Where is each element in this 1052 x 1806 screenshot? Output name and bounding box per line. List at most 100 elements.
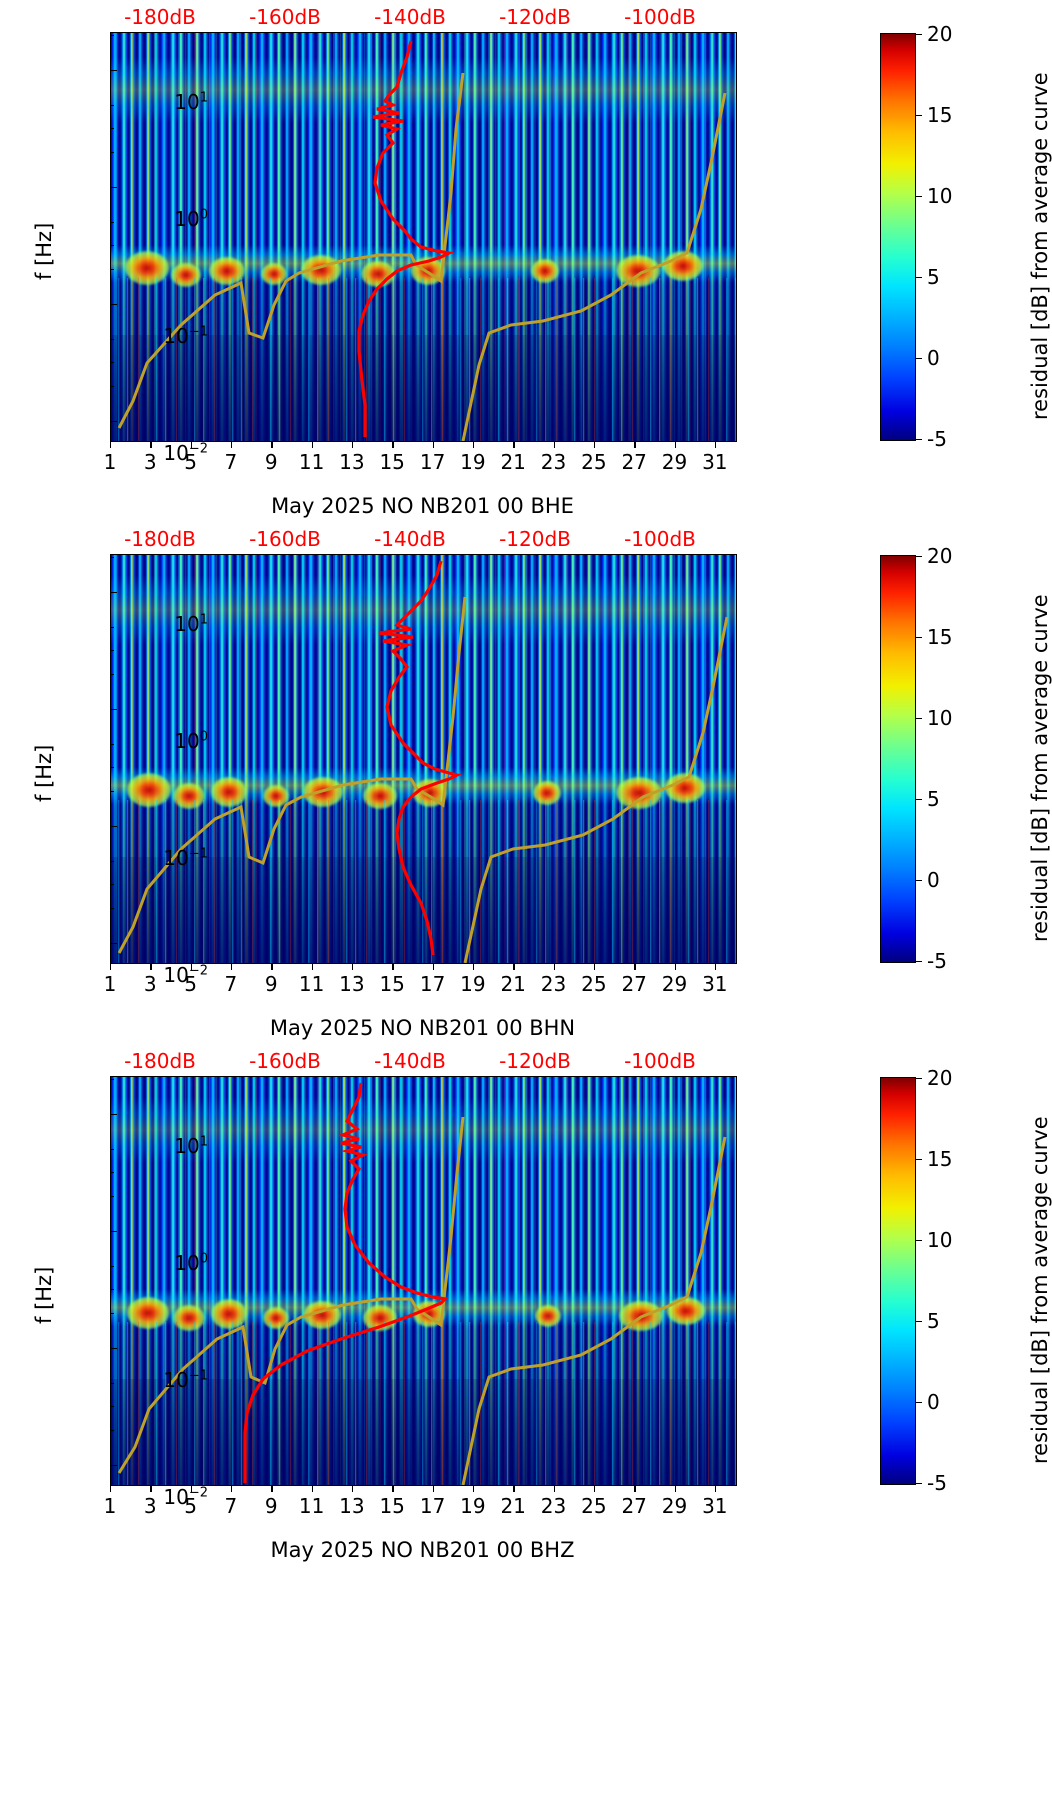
db-label-1: -160dB bbox=[249, 527, 321, 551]
x-tick-label-12: 25 bbox=[581, 450, 607, 474]
db-label-0: -180dB bbox=[124, 5, 196, 29]
db-label-2: -140dB bbox=[374, 5, 446, 29]
x-tick-label-1: 3 bbox=[143, 972, 157, 996]
x-tick-label-0: 1 bbox=[103, 972, 117, 996]
spectrogram-bhz[interactable] bbox=[110, 1076, 737, 1486]
db-label-3: -120dB bbox=[499, 5, 571, 29]
y-tick-label-1: 100 bbox=[174, 207, 208, 231]
psd-median-curve bbox=[357, 40, 455, 437]
cb-tick-label-3: 5 bbox=[927, 1309, 940, 1333]
x-tick-label-7: 15 bbox=[379, 972, 405, 996]
x-tick-label-4: 9 bbox=[264, 972, 278, 996]
x-tick-label-14: 29 bbox=[661, 972, 688, 996]
colorbar-title-bhz: residual [dB] from average curve bbox=[1028, 1116, 1052, 1464]
x-tick-label-11: 23 bbox=[540, 1494, 567, 1518]
y-tick-label-2: 10−1 bbox=[163, 846, 208, 870]
db-label-1: -160dB bbox=[249, 1049, 321, 1073]
cb-tick-label-5: -5 bbox=[927, 949, 947, 973]
x-tick-label-6: 13 bbox=[339, 1494, 365, 1518]
y-tick-label-1: 100 bbox=[174, 729, 208, 753]
curve-overlay-bhe bbox=[117, 40, 727, 441]
x-axis-title-bhz: May 2025 NO NB201 00 BHZ bbox=[270, 1538, 575, 1562]
colorbar-title-bhn: residual [dB] from average curve bbox=[1028, 594, 1052, 942]
x-tick-label-14: 29 bbox=[661, 1494, 688, 1518]
spectrogram-image bbox=[111, 555, 736, 963]
db-label-3: -120dB bbox=[499, 527, 571, 551]
cb-tick-label-2: 10 bbox=[927, 706, 953, 730]
y-tick-label-0: 101 bbox=[174, 90, 208, 114]
x-tick-label-8: 17 bbox=[419, 450, 446, 474]
x-tick-label-8: 17 bbox=[419, 1494, 446, 1518]
x-tick-label-12: 25 bbox=[581, 972, 607, 996]
cb-tick-label-5: -5 bbox=[927, 1471, 947, 1495]
db-label-3: -120dB bbox=[499, 1049, 571, 1073]
cb-tick-label-0: 20 bbox=[927, 544, 953, 568]
noise-model-curve-2 bbox=[461, 92, 727, 441]
x-tick-label-3: 7 bbox=[224, 450, 238, 474]
cb-tick-label-1: 15 bbox=[927, 625, 953, 649]
panel-bhn: -180dB -160dB -140dB -120dB -100dB bbox=[0, 522, 1052, 1084]
cb-tick-label-5: -5 bbox=[927, 427, 947, 451]
colorbar-bhe bbox=[880, 33, 916, 441]
x-tick-label-2: 5 bbox=[184, 1494, 197, 1518]
cb-tick-label-2: 10 bbox=[927, 1228, 953, 1252]
x-tick-label-7: 15 bbox=[379, 1494, 405, 1518]
x-tick-label-15: 31 bbox=[702, 972, 728, 996]
colorbar-bhz bbox=[880, 1077, 916, 1485]
x-tick-label-2: 5 bbox=[184, 972, 197, 996]
db-label-0: -180dB bbox=[124, 527, 196, 551]
x-tick-label-4: 9 bbox=[264, 450, 278, 474]
spectrogram-bhe[interactable] bbox=[110, 32, 737, 442]
x-tick-label-6: 13 bbox=[339, 972, 365, 996]
x-tick-label-5: 11 bbox=[298, 450, 325, 474]
spectrogram-image bbox=[111, 33, 736, 441]
x-tick-label-9: 19 bbox=[460, 1494, 486, 1518]
db-label-1: -160dB bbox=[249, 5, 321, 29]
x-axis-title-bhe: May 2025 NO NB201 00 BHE bbox=[271, 494, 574, 518]
curve-overlay-bhz bbox=[117, 1082, 727, 1485]
cb-tick-label-4: 0 bbox=[927, 868, 940, 892]
db-label-4: -100dB bbox=[624, 5, 696, 29]
x-tick-label-5: 11 bbox=[298, 972, 325, 996]
colorbar-title-bhe: residual [dB] from average curve bbox=[1028, 72, 1052, 420]
y-tick-label-3: 10−2 bbox=[163, 963, 208, 987]
x-tick-label-13: 27 bbox=[621, 1494, 647, 1518]
cb-tick-label-2: 10 bbox=[927, 184, 953, 208]
x-tick-label-13: 27 bbox=[621, 972, 647, 996]
db-label-4: -100dB bbox=[624, 527, 696, 551]
colorbar-bhn bbox=[880, 555, 916, 963]
y-tick-label-0: 101 bbox=[174, 612, 208, 636]
x-tick-label-11: 23 bbox=[540, 450, 567, 474]
cb-tick-label-4: 0 bbox=[927, 346, 940, 370]
x-tick-label-15: 31 bbox=[702, 450, 728, 474]
cb-tick-label-3: 5 bbox=[927, 787, 940, 811]
noise-model-curve bbox=[117, 596, 467, 954]
x-tick-label-9: 19 bbox=[460, 450, 486, 474]
x-tick-label-3: 7 bbox=[224, 1494, 238, 1518]
y-tick-label-2: 10−1 bbox=[163, 1368, 208, 1392]
x-tick-label-11: 23 bbox=[540, 972, 567, 996]
cb-tick-label-0: 20 bbox=[927, 1066, 953, 1090]
y-axis-title-bhz: f [Hz] bbox=[32, 1266, 56, 1324]
x-tick-label-10: 21 bbox=[500, 1494, 526, 1518]
db-label-0: -180dB bbox=[124, 1049, 196, 1073]
psd-median-curve bbox=[378, 560, 462, 956]
noise-model-curve-2 bbox=[461, 1136, 727, 1485]
x-tick-label-0: 1 bbox=[103, 1494, 117, 1518]
spectrogram-bhn[interactable] bbox=[110, 554, 737, 964]
y-tick-label-3: 10−2 bbox=[163, 441, 208, 465]
x-tick-label-9: 19 bbox=[460, 972, 486, 996]
noise-model-curve bbox=[117, 72, 465, 429]
curve-overlay-bhn bbox=[117, 560, 729, 963]
y-tick-label-0: 101 bbox=[174, 1134, 208, 1158]
x-tick-label-4: 9 bbox=[264, 1494, 278, 1518]
x-tick-label-1: 3 bbox=[143, 450, 157, 474]
y-axis-title-bhe: f [Hz] bbox=[32, 222, 56, 280]
y-axis-title-bhn: f [Hz] bbox=[32, 744, 56, 802]
x-tick-label-0: 1 bbox=[103, 450, 117, 474]
y-tick-label-1: 100 bbox=[174, 1251, 208, 1275]
x-tick-label-15: 31 bbox=[702, 1494, 728, 1518]
x-tick-label-12: 25 bbox=[581, 1494, 607, 1518]
x-tick-label-1: 3 bbox=[143, 1494, 157, 1518]
x-tick-label-13: 27 bbox=[621, 450, 647, 474]
